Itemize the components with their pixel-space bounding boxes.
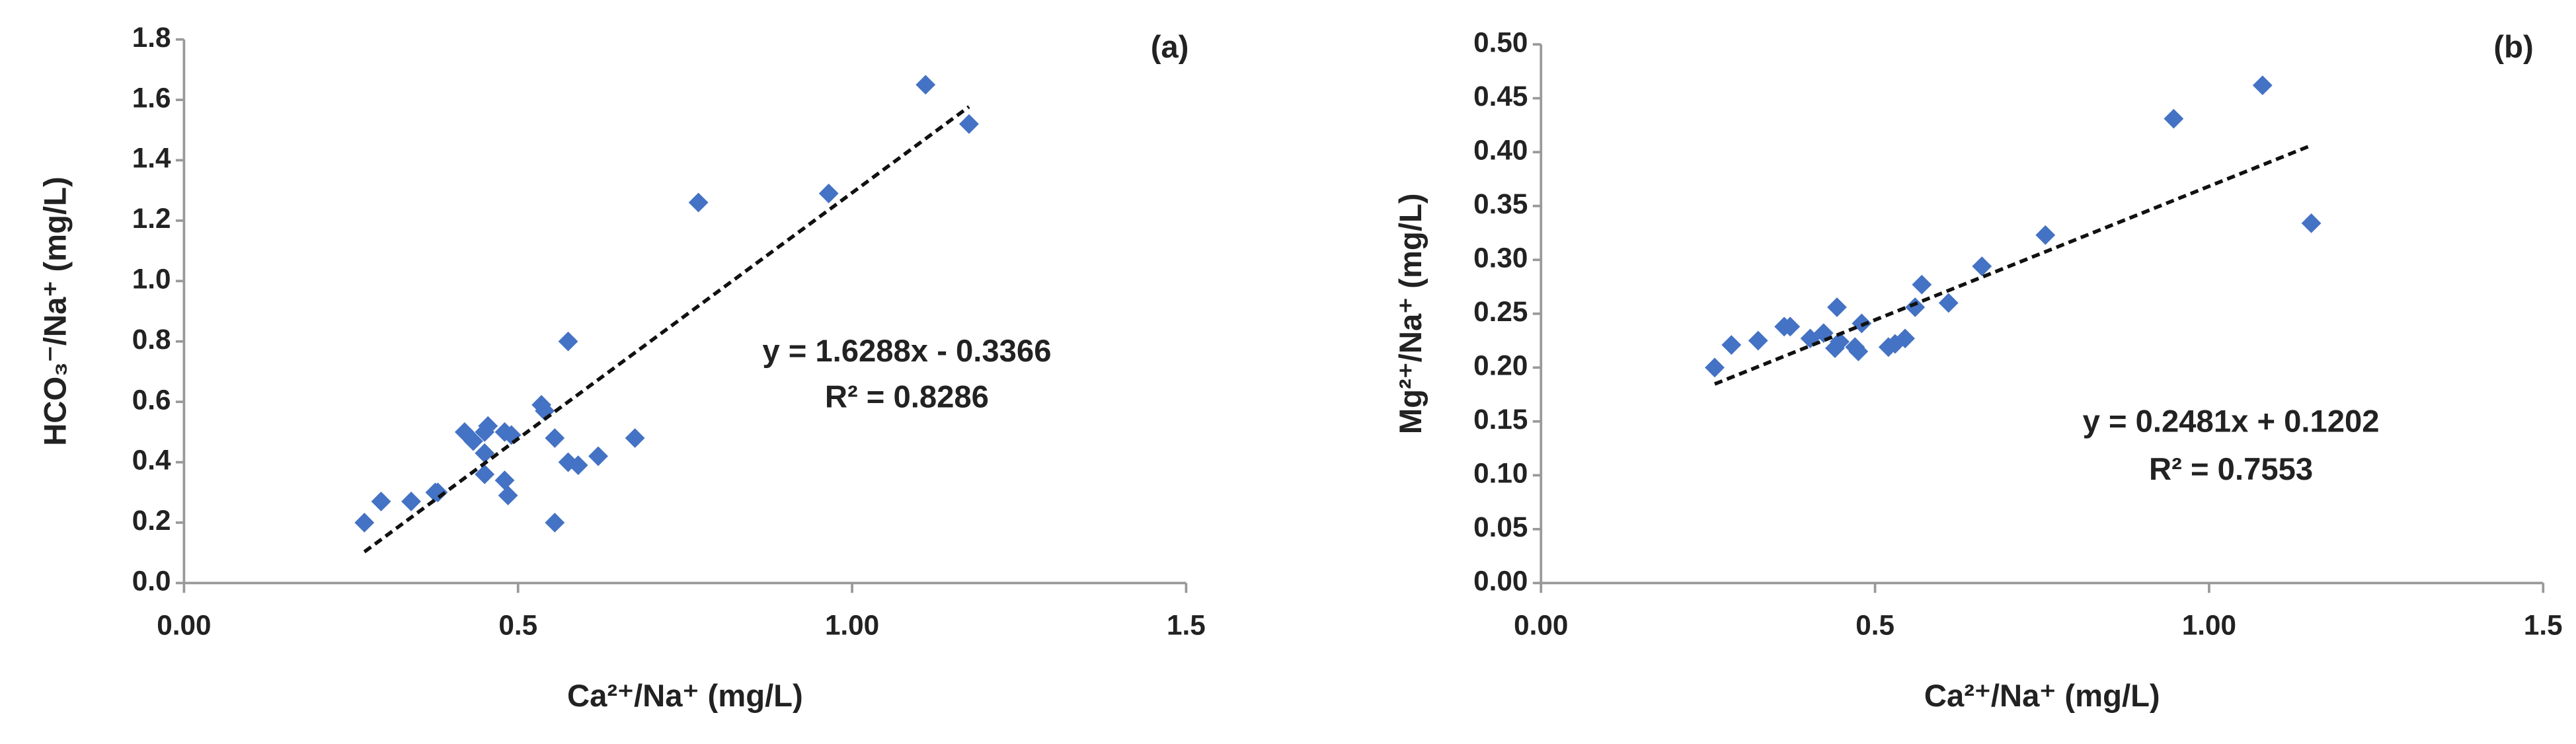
y-tick-label: 0.00: [1473, 566, 1528, 597]
point: [568, 455, 588, 476]
point: [1721, 335, 1742, 355]
point: [478, 416, 498, 436]
point: [2252, 75, 2273, 96]
x-axis-title: Ca²⁺/Na⁺ (mg/L): [1924, 679, 2160, 714]
y-tick-label: 0.10: [1473, 457, 1528, 488]
r-squared: R² = 0.7553: [2149, 452, 2313, 487]
point: [588, 446, 608, 466]
y-axis-title: HCO₃⁻/Na⁺ (mg/L): [38, 176, 73, 445]
y-tick-label: 1.6: [132, 82, 171, 113]
trendline: [363, 105, 970, 554]
panel-label: (a): [1151, 30, 1189, 65]
y-tick-label: 0.45: [1473, 81, 1528, 112]
point: [354, 513, 375, 533]
point: [463, 431, 483, 451]
point: [545, 513, 565, 533]
y-tick-label: 0.4: [132, 445, 171, 476]
y-tick-label: 1.4: [132, 143, 171, 174]
trendline: [1714, 143, 2312, 386]
point: [545, 428, 565, 448]
x-tick-label: 1.00: [2182, 610, 2236, 641]
y-tick-label: 0.15: [1473, 404, 1528, 435]
x-tick-label: 1.00: [825, 610, 879, 641]
point: [2164, 108, 2184, 129]
point: [475, 464, 495, 484]
point: [1827, 297, 1847, 317]
point: [1830, 332, 1850, 352]
trendline-equation: y = 0.2481x + 0.1202: [2083, 404, 2380, 439]
point: [818, 183, 839, 204]
y-tick-label: 0.40: [1473, 134, 1528, 165]
y-tick-label: 0.50: [1473, 26, 1528, 57]
point: [1895, 328, 1915, 349]
x-tick-label: 1.5: [2524, 610, 2563, 641]
point: [625, 428, 645, 448]
point: [959, 114, 979, 134]
y-tick-label: 1.2: [132, 203, 171, 234]
x-axis-title: Ca²⁺/Na⁺ (mg/L): [567, 679, 803, 714]
x-tick-label: 1.5: [1167, 610, 1206, 641]
y-tick-label: 0.20: [1473, 350, 1528, 381]
point: [1912, 274, 1932, 295]
y-tick-label: 0.35: [1473, 188, 1528, 219]
y-tick-label: 1.8: [132, 22, 171, 53]
y-tick-label: 0.05: [1473, 511, 1528, 542]
y-tick-label: 0.30: [1473, 242, 1528, 273]
y-tick-label: 0.2: [132, 505, 171, 536]
y-tick-label: 0.0: [132, 566, 171, 597]
r-squared: R² = 0.8286: [825, 379, 989, 414]
point: [428, 482, 448, 503]
y-axis-title: Mg²⁺/Na⁺ (mg/L): [1393, 193, 1428, 434]
point: [558, 331, 578, 352]
point: [688, 192, 709, 213]
x-tick-label: 0.00: [1514, 610, 1568, 641]
point: [494, 470, 515, 490]
point: [1748, 330, 1768, 351]
y-tick-label: 0.8: [132, 324, 171, 355]
point: [2035, 225, 2056, 245]
point: [1905, 297, 1926, 317]
point: [475, 443, 495, 463]
x-tick-label: 0.00: [157, 610, 211, 641]
x-tick-label: 0.5: [1855, 610, 1894, 641]
point: [2301, 213, 2322, 233]
x-tick-label: 0.5: [498, 610, 537, 641]
point: [498, 485, 518, 505]
point: [1972, 256, 1992, 276]
point: [1780, 316, 1801, 337]
trendline-equation: y = 1.6288x - 0.3366: [762, 334, 1051, 369]
point: [401, 492, 421, 511]
panel-label: (b): [2493, 30, 2533, 65]
y-tick-label: 1.0: [132, 263, 171, 294]
point: [1938, 293, 1959, 313]
y-tick-label: 0.25: [1473, 296, 1528, 327]
y-tick-label: 0.6: [132, 384, 171, 415]
point: [371, 492, 391, 511]
point: [1848, 341, 1869, 361]
point: [1705, 357, 1725, 378]
point: [916, 75, 936, 95]
